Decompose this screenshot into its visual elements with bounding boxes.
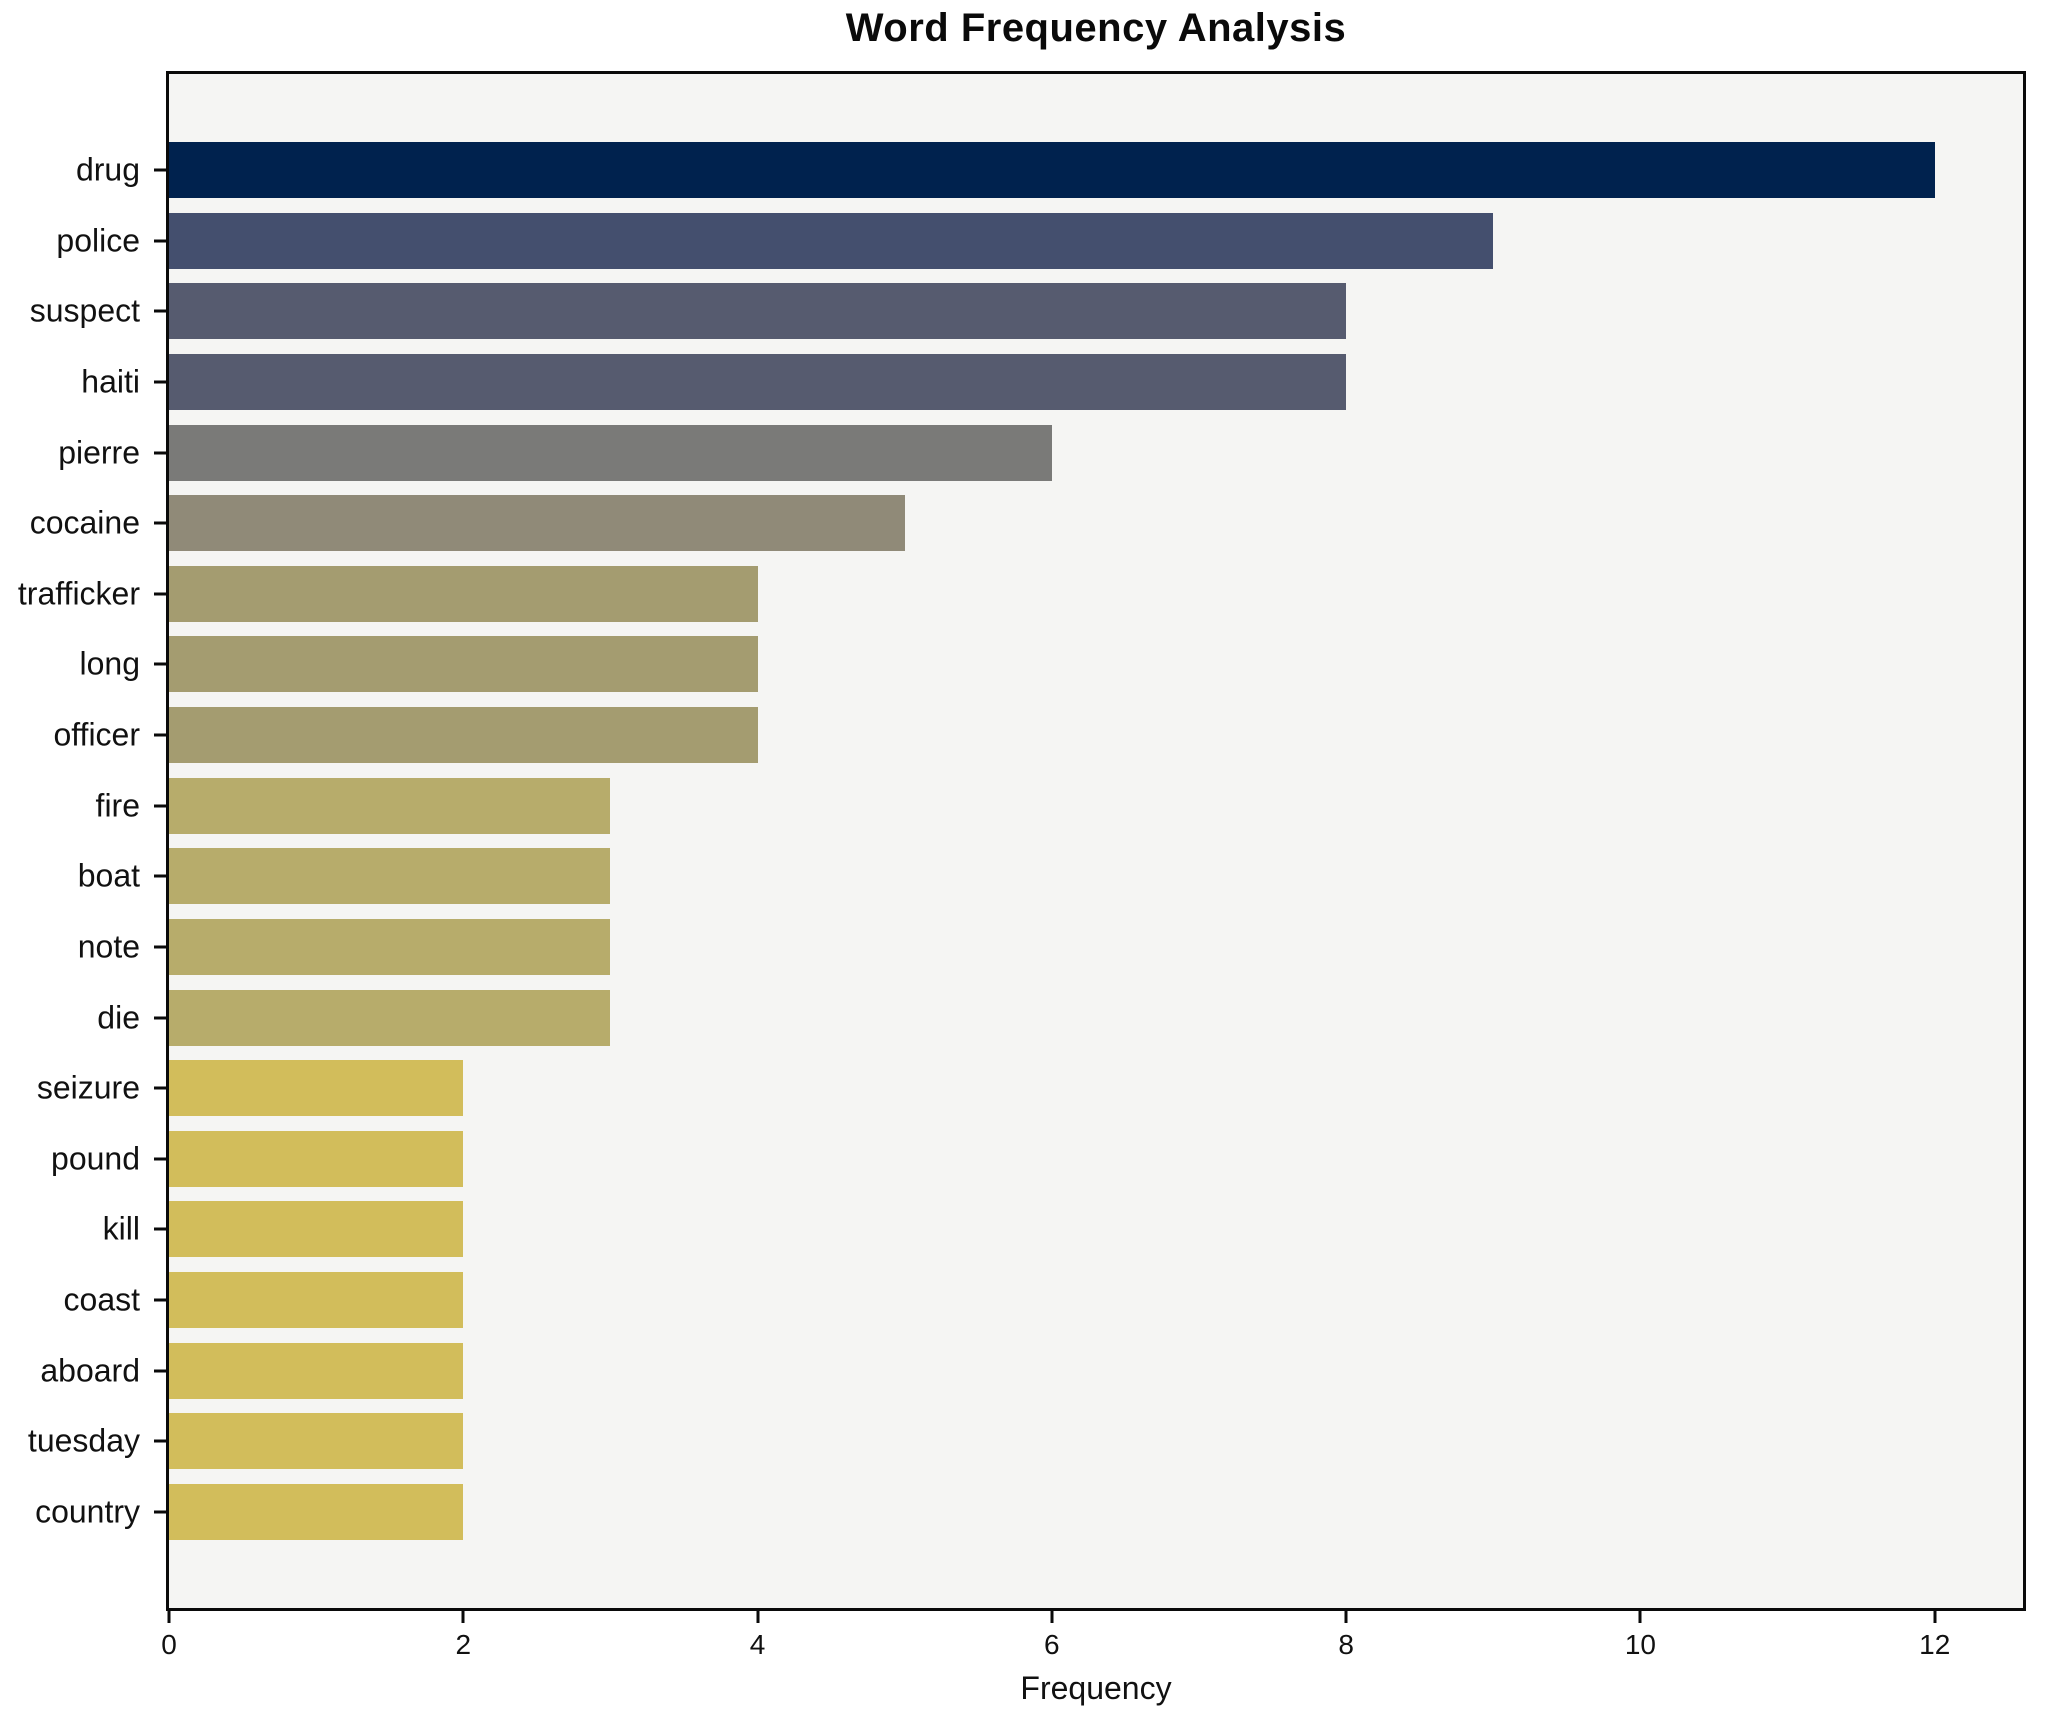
- bar-fire: [169, 777, 611, 834]
- y-tick-mark: [154, 1439, 166, 1443]
- y-tick-mark: [154, 168, 166, 172]
- bar-aboard: [169, 1342, 464, 1399]
- y-tick-mark: [154, 521, 166, 525]
- bar-suspect: [169, 283, 1347, 340]
- bar-cocaine: [169, 495, 905, 552]
- y-tick-label-aboard: aboard: [40, 1352, 140, 1389]
- bar-pierre: [169, 424, 1052, 481]
- y-tick-mark: [154, 1298, 166, 1302]
- x-axis-title: Frequency: [1020, 1670, 1172, 1706]
- bar-trafficker: [169, 565, 758, 622]
- x-tick-mark: [1050, 1611, 1054, 1623]
- x-tick-mark: [756, 1611, 760, 1623]
- y-tick-label-pierre: pierre: [58, 434, 140, 471]
- x-tick-label-4: 4: [749, 1629, 766, 1660]
- y-tick-mark: [154, 733, 166, 737]
- bar-drug: [169, 142, 1935, 198]
- y-tick-mark: [154, 1369, 166, 1373]
- bar-country: [169, 1484, 464, 1540]
- x-tick-label-8: 8: [1338, 1629, 1354, 1660]
- y-tick-label-officer: officer: [53, 716, 140, 753]
- y-axis: drug police suspect haiti pierre cocaine traff…: [0, 71, 166, 1611]
- y-tick-label-seizure: seizure: [36, 1069, 140, 1106]
- y-tick-mark: [154, 239, 166, 243]
- y-tick-label-note: note: [77, 928, 140, 965]
- y-tick-label-tuesday: tuesday: [27, 1422, 140, 1459]
- y-tick-label-die: die: [97, 999, 140, 1036]
- y-tick-label-drug: drug: [75, 151, 140, 188]
- y-tick-label-long: long: [79, 645, 141, 682]
- y-tick-label-boat: boat: [77, 857, 140, 894]
- y-tick-label-fire: fire: [95, 787, 140, 824]
- y-tick-mark: [154, 592, 166, 596]
- y-tick-mark: [154, 309, 166, 313]
- y-tick-mark: [154, 945, 166, 949]
- bar-officer: [169, 707, 758, 764]
- y-tick-mark: [154, 1227, 166, 1231]
- bar-die: [169, 989, 611, 1046]
- x-tick-mark: [1638, 1611, 1642, 1623]
- x-tick-label-2: 2: [455, 1629, 472, 1660]
- x-tick-mark: [1344, 1611, 1348, 1623]
- x-tick-label-0: 0: [161, 1629, 177, 1660]
- y-tick-mark: [154, 1510, 166, 1514]
- bar-tuesday: [169, 1413, 464, 1470]
- y-tick-mark: [154, 380, 166, 384]
- y-tick-mark: [154, 1157, 166, 1161]
- x-tick-mark: [1933, 1611, 1937, 1623]
- y-tick-label-pound: pound: [51, 1140, 140, 1177]
- x-axis: 0 2 4 6 8 10 12: [161, 1611, 2023, 1671]
- plot-area: [166, 71, 2026, 1611]
- bar-haiti: [169, 353, 1347, 410]
- y-tick-mark: [154, 804, 166, 808]
- y-tick-label-trafficker: trafficker: [17, 575, 140, 612]
- bar-pound: [169, 1130, 464, 1187]
- chart-title: Word Frequency Analysis: [845, 6, 1347, 50]
- y-tick-label-cocaine: cocaine: [29, 504, 140, 541]
- y-tick-mark: [154, 451, 166, 455]
- x-tick-mark: [461, 1611, 465, 1623]
- y-tick-mark: [154, 1016, 166, 1020]
- y-tick-mark: [154, 662, 166, 666]
- y-tick-mark: [154, 874, 166, 878]
- y-tick-label-haiti: haiti: [81, 363, 140, 400]
- x-tick-label-10: 10: [1624, 1629, 1656, 1660]
- x-tick-label-12: 12: [1919, 1629, 1951, 1660]
- bar-coast: [169, 1272, 464, 1329]
- x-tick-label-6: 6: [1044, 1629, 1060, 1660]
- bar-boat: [169, 848, 611, 905]
- x-tick-mark: [167, 1611, 171, 1623]
- y-tick-label-suspect: suspect: [29, 292, 140, 329]
- bar-police: [169, 212, 1494, 269]
- bar-note: [169, 918, 611, 975]
- bar-kill: [169, 1201, 464, 1258]
- y-tick-label-country: country: [35, 1493, 140, 1530]
- y-tick-mark: [154, 1086, 166, 1090]
- bar-seizure: [169, 1060, 464, 1117]
- y-tick-label-coast: coast: [63, 1281, 140, 1318]
- y-tick-label-police: police: [56, 222, 140, 259]
- bar-long: [169, 636, 758, 693]
- y-tick-label-kill: kill: [102, 1210, 140, 1247]
